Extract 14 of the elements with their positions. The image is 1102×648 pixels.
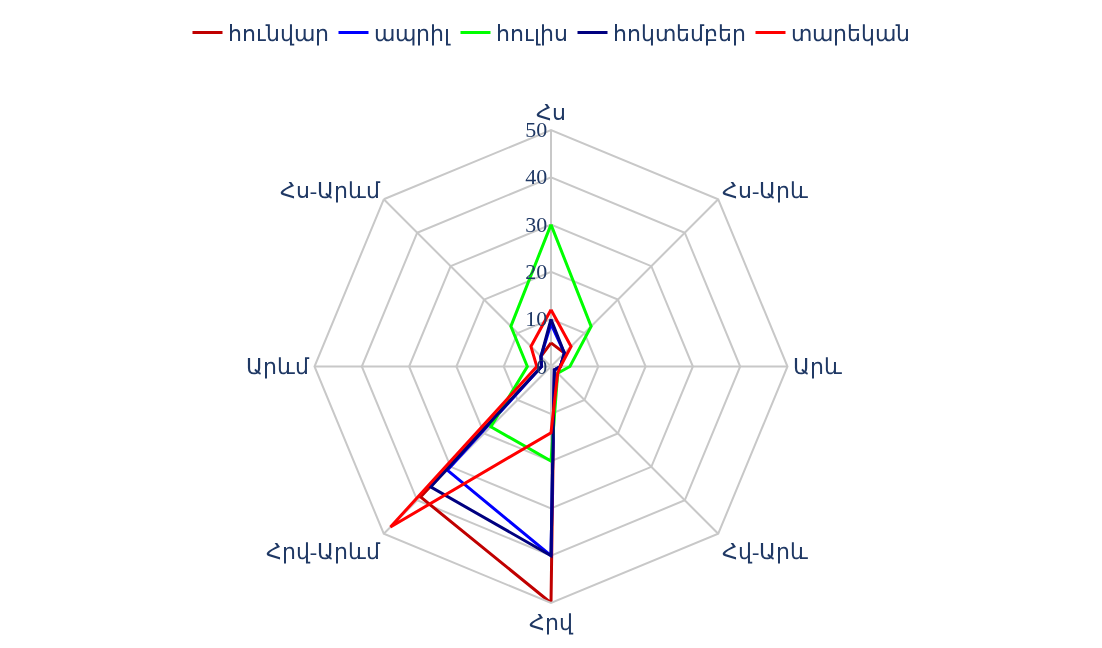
legend-label: հոկտեմբեր [612,21,746,47]
legend-label: հունվար [227,21,329,47]
spoke-label: Հրվ-Արևմ [265,538,381,564]
spoke-label: Արև [792,354,842,380]
legend-label: հուլիս [495,21,568,47]
y-tick-label: 30 [525,211,548,237]
spoke-label: Հս-Արև [722,177,809,203]
spoke-label: Հրվ [529,610,574,636]
legend-label: տարեկան [790,21,910,47]
legend-label: ապրիլ [373,21,451,47]
spoke-label: Հվ-Արև [722,538,809,564]
spoke-label: Արևմ [246,354,311,380]
y-tick-label: 40 [525,164,548,190]
spoke-label: Հս-Արևմ [279,177,381,203]
